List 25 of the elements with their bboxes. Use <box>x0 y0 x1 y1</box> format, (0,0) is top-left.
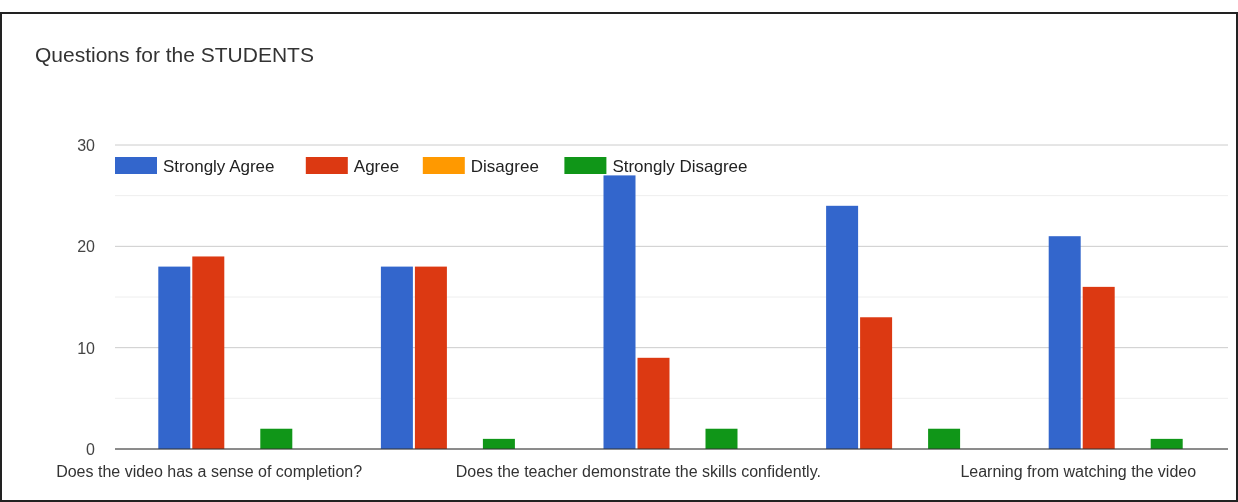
x-tick-label: Does the video has a sense of completion? <box>56 463 363 480</box>
y-tick-label: 10 <box>77 339 96 357</box>
x-tick-label: Does the teacher demonstrate the skills confidently. <box>455 463 821 480</box>
legend-label: Strongly Agree <box>163 157 275 176</box>
y-tick-label: 0 <box>86 441 96 458</box>
legend-label: Agree <box>353 157 400 176</box>
bar <box>826 205 859 449</box>
bar <box>260 428 293 449</box>
bar <box>860 317 893 449</box>
legend-label: Disagree <box>470 157 539 176</box>
bar <box>637 357 670 449</box>
bar <box>414 266 447 449</box>
y-tick-label: 30 <box>77 137 96 154</box>
bar <box>705 428 738 449</box>
bar <box>928 428 961 449</box>
bar <box>1082 286 1115 449</box>
x-tick-label: Learning from watching the video <box>960 463 1197 480</box>
y-tick-label: 20 <box>77 238 96 256</box>
bar <box>192 256 225 449</box>
bar <box>380 266 413 449</box>
bar <box>603 175 636 449</box>
bar <box>158 266 191 449</box>
legend-label: Strongly Disagree <box>612 157 748 176</box>
chart-title: Questions for the STUDENTS <box>35 43 314 66</box>
bar <box>1048 236 1081 449</box>
